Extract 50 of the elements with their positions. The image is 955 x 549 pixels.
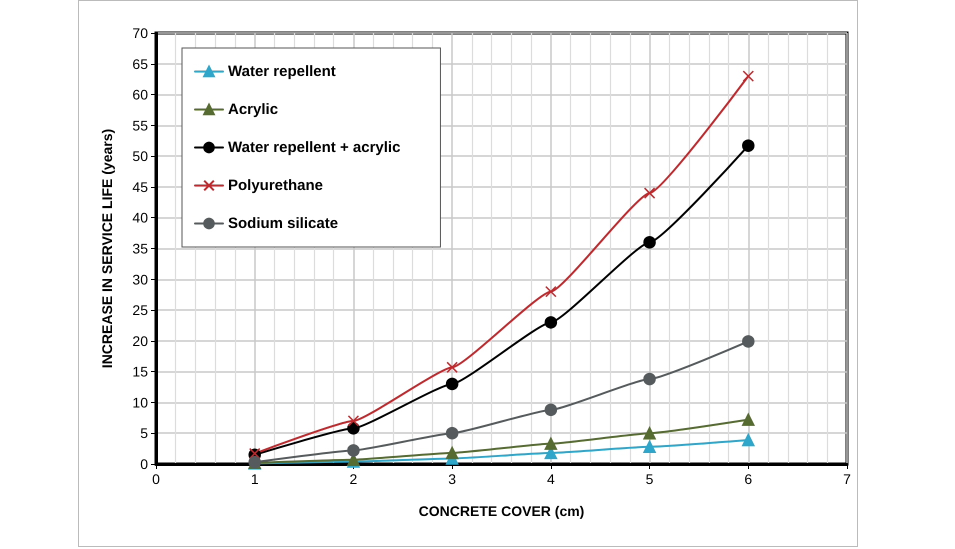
x-tick-label: 1 — [250, 471, 259, 487]
y-tick-label: 40 — [132, 210, 148, 226]
point — [348, 415, 360, 427]
legend-label: Polyurethane — [228, 177, 324, 194]
y-tick-label: 5 — [140, 425, 148, 442]
point — [644, 187, 656, 199]
point — [544, 316, 558, 329]
y-tick-label: 15 — [132, 364, 148, 380]
x-tick-label: 6 — [744, 471, 752, 487]
x-tick-label: 5 — [646, 471, 654, 487]
point — [643, 440, 656, 454]
y-tick-label: 50 — [132, 148, 148, 164]
x-tick-label: 4 — [546, 471, 555, 487]
x-tick-label: 0 — [152, 471, 160, 487]
point — [742, 70, 754, 82]
point — [742, 413, 755, 426]
y-tick-label: 60 — [132, 86, 148, 103]
x-tick-label: 7 — [843, 471, 852, 487]
y-tick-label: 65 — [132, 56, 148, 72]
y-tick-label: 30 — [132, 271, 148, 288]
y-tick-label: 0 — [140, 456, 148, 472]
y-tick-label: 10 — [132, 394, 148, 410]
legend-label: Acrylic — [228, 101, 278, 118]
point — [742, 139, 755, 152]
point — [446, 446, 458, 460]
y-tick-label: 70 — [132, 25, 148, 41]
legend-label: Water repellent — [228, 63, 336, 80]
y-tick-label: 45 — [132, 178, 148, 195]
point — [545, 286, 557, 298]
legend-label: Water repellent + acrylic — [228, 139, 400, 156]
y-tick-label: 55 — [132, 117, 148, 134]
point — [643, 372, 656, 386]
y-axis-title: INCREASE IN SERVICE LIFE (years) — [99, 128, 115, 368]
y-tick-label: 25 — [132, 302, 148, 318]
x-tick-label: 3 — [448, 471, 456, 487]
x-tick-label: 2 — [350, 471, 358, 487]
x-axis-title: CONCRETE COVER (cm) — [418, 503, 584, 519]
legend-label: Sodium silicate — [228, 215, 338, 232]
y-tick-label: 20 — [132, 332, 148, 349]
point — [347, 444, 360, 457]
point — [446, 426, 458, 440]
point — [544, 437, 558, 450]
point — [742, 335, 755, 348]
point — [544, 404, 558, 416]
point — [643, 426, 656, 440]
point — [742, 434, 755, 446]
point — [446, 362, 458, 374]
y-tick-label: 35 — [132, 240, 148, 256]
point — [446, 378, 458, 390]
point — [643, 236, 656, 249]
